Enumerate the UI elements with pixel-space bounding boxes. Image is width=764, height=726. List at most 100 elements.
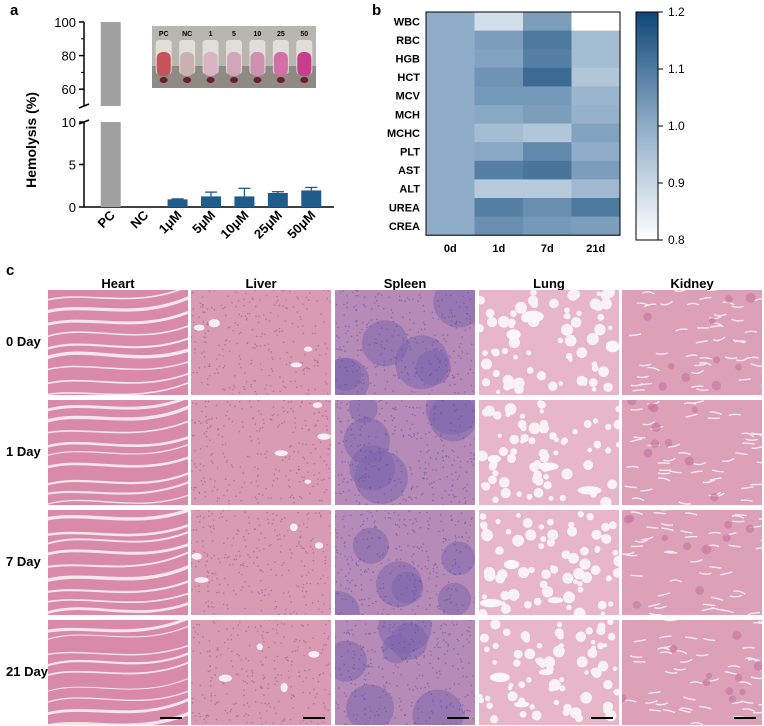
heatmap-cell [474,67,524,87]
histology-image [191,290,331,395]
heatmap-cell [571,198,621,218]
y-tick-label: 10 [62,115,76,130]
bar-3 [201,196,221,207]
row-label: MCV [396,91,421,103]
y-tick-label: 100 [54,15,76,30]
heatmap-cell [571,86,621,106]
heatmap-cell [474,123,524,143]
heatmap-cell [523,216,572,236]
column-label: 0d [444,243,457,255]
heatmap-cell [474,12,524,32]
heatmap-cell [426,86,475,106]
heatmap-cell [523,49,572,69]
tube-liquid [156,52,171,76]
bar-0-lower [100,122,121,207]
axis-break-mark [78,103,90,109]
histology-image [48,400,188,505]
histology-image [191,620,331,725]
histology-image [622,620,762,725]
inset-label: 10 [254,31,262,38]
heatmap-cell [523,142,572,162]
tube-pellet [206,77,215,83]
heatmap-cell [523,160,572,180]
x-tick-label: NC [127,207,151,231]
heatmap-cell [474,142,524,162]
heatmap-cell [426,179,475,199]
y-tick-label: 80 [62,49,76,64]
histology-image [622,510,762,615]
heatmap-cell [426,30,475,50]
organ-label: Lung [533,276,565,291]
x-tick-label: 1μM [156,208,185,237]
tube-liquid [297,52,312,76]
tube-pellet [230,77,238,83]
histology-image [479,620,619,725]
tube-pellet [253,77,262,83]
colorbar-tick-label: 1.0 [668,119,685,133]
timepoint-label: 0 Day [6,334,41,349]
heatmap-cell [426,142,475,162]
heatmap-cell [523,67,572,87]
bar-6 [301,190,322,207]
tube-pellet [159,77,168,83]
histology-image [622,290,762,395]
row-label: ALT [399,184,420,196]
tube-liquid [250,52,265,76]
histology-image [48,510,188,615]
inset-label: NC [182,31,192,38]
heatmap-cell [523,123,572,143]
heatmap-cell [426,67,475,87]
column-label: 7d [541,243,554,255]
heatmap-cell [474,105,524,125]
histology-image [335,290,475,395]
heatmap-cell [571,123,621,143]
histology-image [479,510,619,615]
heatmap-cell [426,123,475,143]
heatmap-cell [474,86,524,106]
histology-image [335,400,475,505]
tube-liquid [273,52,288,76]
heatmap-cell [426,198,475,218]
row-label: UREA [389,202,420,214]
x-tick-label: 5μM [189,208,218,237]
heatmap-cell [571,67,621,87]
panel-label-c: c [6,262,15,279]
colorbar-tick-label: 0.9 [668,176,685,190]
heatmap-cell [474,30,524,50]
row-label: MCH [395,109,420,121]
column-label: 1d [492,243,505,255]
x-tick-label: 10μM [217,208,251,242]
organ-label: Liver [245,276,277,291]
bar-4 [234,196,255,207]
y-tick-label: 0 [69,200,76,215]
inset-label: 1 [209,31,213,38]
heatmap-cell [571,179,621,199]
heatmap-cell [426,49,475,69]
tube-pellet [300,77,309,83]
bar-5 [267,192,288,207]
axes-group: 60 80 100 0 5 10 [54,15,334,215]
heatmap-cells [425,11,621,236]
heatmap-cell [474,216,524,236]
heatmap-cell [571,49,621,69]
organ-label: Heart [101,276,135,291]
x-tick-label: PC [94,207,118,231]
heatmap-cell [474,160,524,180]
histology-image [622,400,762,505]
x-tick-label: 25μM [251,208,285,242]
heatmap-cell [571,105,621,125]
row-label: HCT [397,72,420,84]
inset-label: 5 [232,31,236,38]
heatmap-cell [426,216,475,236]
heatmap-border [425,11,621,236]
histology-image [191,510,331,615]
inset-label: PC [159,31,169,38]
heatmap-labels: WBC RBC HGB HCT MCV MCH MCHC PLT AST ALT UREA CREA 0… [387,16,605,255]
heatmap-cell [571,160,621,180]
panel-label-b: b [372,2,382,19]
bar-0 [100,22,121,106]
heatmap-cell [474,49,524,69]
tube-photo-inset: PC NC 1 5 10 25 50 [152,26,316,88]
heatmap-cell [523,30,572,50]
